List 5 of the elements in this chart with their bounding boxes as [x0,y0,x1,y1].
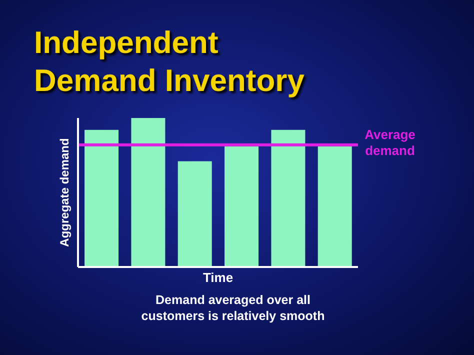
y-axis-title: Aggregate demand [57,138,72,247]
chart-title: Independent Demand Inventory [34,24,306,100]
text: Demand averaged over all customers is relatively smooth [140,292,326,324]
x-axis-title: Time [202,270,234,286]
ref-line-label: Average demand [364,126,416,158]
